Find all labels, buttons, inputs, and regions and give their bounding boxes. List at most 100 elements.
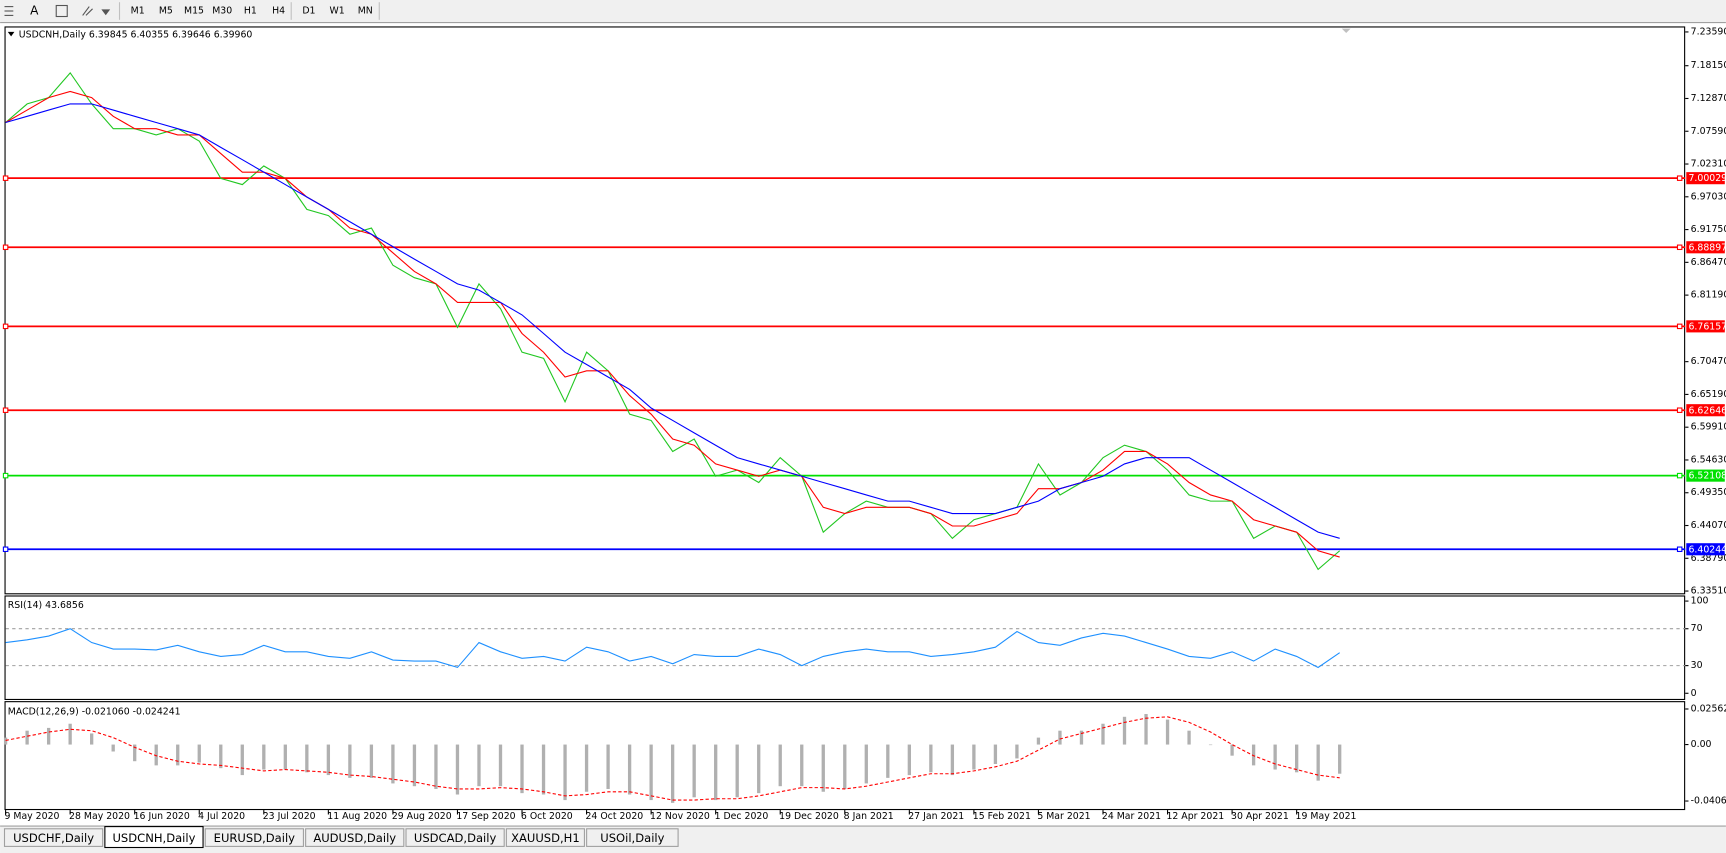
macd-bar (1208, 744, 1213, 746)
macd-bar (348, 744, 352, 778)
symbol-tab-label[interactable]: XAUUSD,H1 (511, 831, 580, 845)
y-tick-label: -0.040683 (1691, 796, 1726, 807)
y-tick-label: 7.23590 (1691, 26, 1726, 37)
macd-bar (821, 744, 825, 792)
level-handle[interactable] (2, 175, 9, 181)
symbol-tab-label[interactable]: AUDUSD,Daily (313, 831, 396, 845)
macd-bar (1187, 730, 1191, 745)
macd-bar (735, 744, 739, 798)
rsi-panel (4, 595, 1686, 701)
timeframe-button[interactable]: D1 (302, 6, 315, 17)
x-tick-label: 19 Dec 2020 (779, 811, 839, 822)
symbol-tab[interactable] (3, 828, 104, 847)
y-tick-label: 6.33510 (1691, 586, 1726, 597)
macd-bar (778, 744, 782, 787)
level-handle[interactable] (1676, 323, 1683, 330)
symbol-tab[interactable] (305, 828, 405, 847)
symbol-tab[interactable] (405, 828, 505, 847)
timeframe-button[interactable]: M30 (212, 6, 232, 17)
macd-bar (1058, 730, 1062, 745)
y-tick-label: 7.12870 (1691, 93, 1726, 104)
x-tick-label: 23 Jul 2020 (263, 811, 316, 822)
x-tick-label: 12 Apr 2021 (1166, 811, 1224, 822)
x-tick-label: 15 Feb 2021 (973, 811, 1031, 822)
symbol-tab-label[interactable]: USOil,Daily (600, 831, 664, 845)
macd-bar (929, 744, 933, 773)
timeframe-button[interactable]: H4 (272, 6, 285, 17)
y-tick-label: 6.65190 (1691, 389, 1726, 400)
symbol-tab[interactable] (586, 828, 679, 847)
timeframe-button[interactable]: M15 (184, 6, 204, 17)
level-handle[interactable] (2, 546, 9, 553)
level-handle[interactable] (1676, 472, 1683, 479)
macd-bar (434, 744, 438, 789)
macd-bar (886, 744, 890, 778)
symbol-tab[interactable] (204, 828, 304, 847)
macd-bar (1230, 744, 1234, 756)
symbol-tab[interactable] (505, 828, 585, 847)
macd-bar (1015, 744, 1019, 759)
x-tick-label: 30 Apr 2021 (1231, 811, 1289, 822)
macd-bar (219, 744, 223, 769)
timeframe-button[interactable]: W1 (330, 6, 345, 17)
level-label: 6.76157 (1688, 321, 1726, 332)
x-tick-label: 27 Jan 2021 (908, 811, 964, 822)
x-tick-label: 8 Jan 2021 (844, 811, 894, 822)
x-tick-label: 11 Aug 2020 (327, 811, 387, 822)
toolbar (0, 0, 1726, 23)
macd-bar (1122, 716, 1127, 745)
timeframe-button[interactable]: M5 (159, 6, 173, 17)
macd-bar (305, 744, 309, 773)
level-handle[interactable] (1676, 244, 1683, 251)
timeframe-button[interactable]: M1 (131, 6, 145, 17)
macd-bar (90, 733, 94, 745)
macd-bar (584, 744, 589, 792)
panel-menu-icon[interactable] (7, 31, 15, 37)
level-label-box (1686, 172, 1725, 185)
level-handle[interactable] (2, 244, 9, 251)
macd-bar (133, 744, 137, 762)
crosshair-icon[interactable] (4, 6, 14, 16)
macd-bar (391, 744, 395, 784)
level-handle[interactable] (1676, 175, 1683, 181)
macd-bar (907, 744, 911, 776)
symbol-tab-label[interactable]: EURUSD,Daily (214, 831, 295, 845)
macd-bar (498, 744, 503, 787)
macd-bar (972, 744, 976, 770)
symbol-tab-label[interactable]: USDCAD,Daily (414, 831, 497, 845)
label-tool[interactable] (55, 4, 68, 18)
macd-bar (1036, 737, 1041, 745)
symbol-tab[interactable] (104, 826, 204, 849)
macd-bar (1295, 744, 1299, 773)
y-tick-label: 6.59910 (1691, 422, 1726, 433)
macd-bar (843, 744, 847, 789)
y-tick-label: 6.81190 (1691, 290, 1726, 301)
level-handle[interactable] (2, 407, 9, 413)
timeframe-button[interactable]: MN (358, 6, 373, 17)
y-tick-label: 6.44070 (1691, 520, 1726, 531)
macd-bar (1079, 730, 1084, 745)
y-tick-label: 6.38790 (1691, 553, 1726, 564)
macd-bar (262, 744, 266, 770)
symbol-tab-label[interactable]: USDCNH,Daily (112, 831, 195, 845)
y-tick-label: 6.97030 (1691, 191, 1726, 202)
symbol-tab-label[interactable]: USDCHF,Daily (13, 831, 94, 845)
timeframe-button[interactable]: H1 (244, 6, 257, 17)
text-tool[interactable]: A (30, 4, 39, 18)
x-tick-label: 28 May 2020 (69, 811, 130, 822)
level-label-box (1686, 241, 1725, 254)
price-title: USDCNH,Daily 6.39845 6.40355 6.39646 6.3… (19, 30, 253, 41)
macd-bar (520, 744, 524, 794)
macd-bar (950, 744, 955, 776)
x-tick-label: 24 Mar 2021 (1102, 811, 1161, 822)
level-handle[interactable] (1676, 546, 1683, 553)
macd-bar (197, 744, 201, 763)
level-handle[interactable] (1676, 407, 1683, 413)
level-handle[interactable] (2, 472, 9, 479)
level-handle[interactable] (2, 323, 9, 330)
macd-bar (541, 744, 546, 795)
macd-bar (1316, 744, 1320, 781)
macd-bar (1273, 744, 1277, 770)
macd-bar (1338, 744, 1342, 774)
shapes-tool[interactable] (82, 6, 111, 16)
